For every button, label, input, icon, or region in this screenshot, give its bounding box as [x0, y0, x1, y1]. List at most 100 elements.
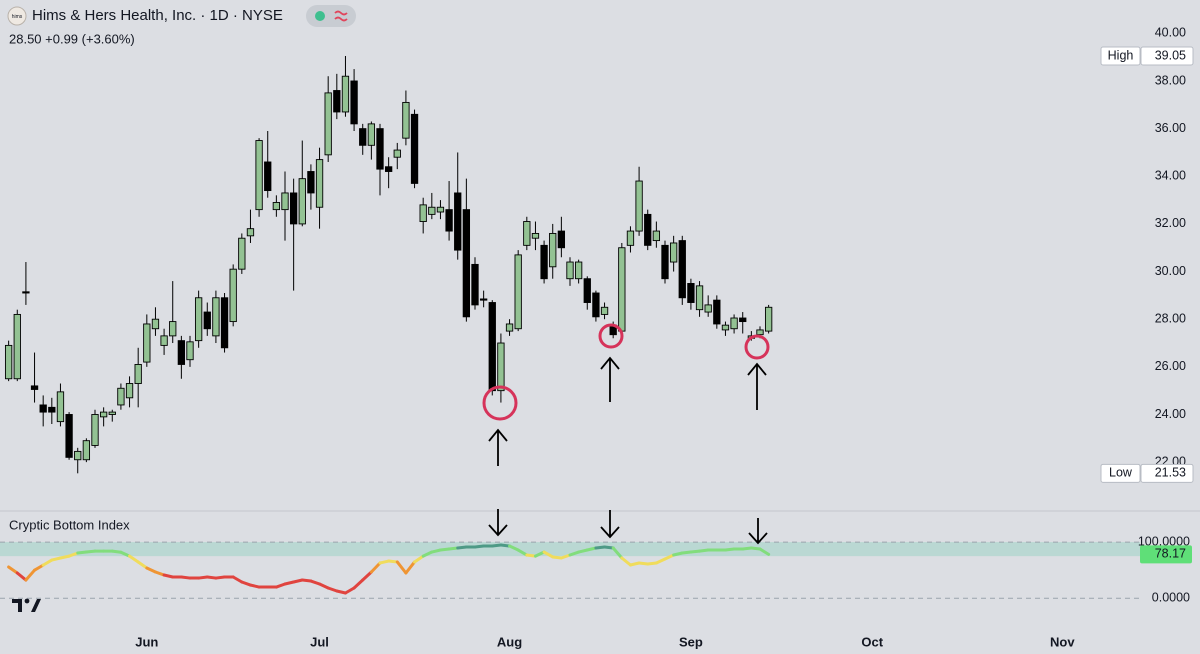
high-tag-value-box	[1140, 46, 1194, 66]
x-tick-label: Jun	[135, 634, 158, 649]
candle-body	[652, 230, 661, 242]
candle-body	[600, 306, 609, 315]
y-tick-label: 24.00	[1155, 407, 1186, 421]
candle-body	[618, 247, 626, 332]
candle-body	[281, 192, 289, 211]
indicator-title: Cryptic Bottom Index	[9, 517, 130, 532]
x-tick-label: Oct	[861, 634, 883, 649]
indicator-line-segment	[404, 560, 417, 575]
candle-body	[341, 75, 350, 113]
high-tag-label: High	[1108, 48, 1134, 62]
indicator-line-segment	[361, 570, 373, 582]
candle-body	[289, 192, 298, 225]
candle-body	[91, 414, 99, 446]
indicator-line-segment	[542, 550, 555, 559]
candle-body	[238, 237, 246, 270]
candle-body	[514, 254, 522, 330]
candle-body	[125, 383, 134, 399]
indicator-line-segment	[231, 575, 244, 584]
candle-body	[566, 261, 574, 280]
candle-body	[134, 364, 142, 384]
candle-body	[160, 335, 168, 346]
candle-body	[764, 306, 773, 332]
low-tag-label-box	[1100, 463, 1141, 483]
candle-body	[419, 204, 427, 222]
annotation-circle	[482, 385, 518, 421]
candle-body	[471, 263, 479, 306]
indicator-line-segment	[309, 579, 322, 586]
candle-body	[428, 206, 436, 215]
indicator-line-segment	[33, 563, 45, 572]
logo-text: hims	[12, 14, 23, 20]
candle-body	[359, 128, 367, 146]
candle-body	[117, 387, 125, 406]
indicator-tick-label: 100.0000	[1138, 534, 1190, 548]
indicator-line-segment	[240, 580, 252, 587]
x-tick-label: Nov	[1050, 634, 1075, 649]
candle-body	[756, 329, 764, 336]
candle-body	[739, 317, 747, 323]
candle-body	[384, 166, 393, 172]
candle-body	[108, 411, 116, 415]
candle-body	[48, 406, 56, 413]
indicator-line-segment	[41, 558, 54, 567]
candle-body	[203, 311, 211, 330]
indicator-line-segment	[611, 546, 624, 560]
low-tag-value-box	[1140, 463, 1194, 483]
indicator-line-segment	[67, 551, 80, 558]
candle-body	[557, 230, 566, 249]
indicator-line-segment	[413, 554, 425, 564]
indicator-line-segment	[421, 550, 434, 558]
candle-body	[264, 161, 272, 192]
candle-body	[324, 92, 332, 156]
indicator-line-segment	[326, 586, 339, 593]
candle-body	[669, 242, 678, 263]
candle-body	[479, 298, 488, 301]
indicator-line-segment	[663, 553, 676, 561]
candle-body	[678, 240, 686, 299]
indicator-line-segment	[15, 571, 28, 582]
up-arrow	[747, 362, 767, 410]
y-tick-label: 30.00	[1155, 264, 1186, 278]
high-tag-value: 39.05	[1155, 48, 1186, 62]
candle-body	[393, 149, 401, 158]
indicator-line-segment	[508, 544, 520, 552]
candle-body	[298, 178, 306, 225]
status-pill[interactable]	[306, 5, 356, 27]
indicator-line-segment	[352, 578, 365, 590]
candle-body	[549, 232, 557, 268]
status-icon	[334, 10, 348, 22]
candle-body	[367, 123, 376, 146]
candle-body	[22, 291, 30, 294]
annotations-arrows	[488, 356, 768, 545]
y-tick-label: 40.00	[1155, 26, 1186, 40]
candle-body	[462, 209, 471, 318]
candle-body	[82, 440, 91, 461]
y-tick-label: 36.00	[1155, 121, 1186, 135]
x-tick-label: Aug	[497, 634, 522, 649]
candle-body	[583, 278, 591, 303]
candle-body	[410, 113, 419, 184]
indicator-line-segment	[568, 550, 581, 557]
candle-body	[56, 391, 65, 423]
candle-body	[255, 140, 263, 211]
candle-body	[99, 411, 108, 418]
candle-body	[4, 344, 13, 380]
indicator-line-segment	[369, 561, 382, 574]
x-tick-label: Sep	[679, 634, 703, 649]
down-arrow	[748, 518, 768, 545]
indicator-line-segment	[758, 547, 771, 556]
candle-body	[721, 324, 730, 331]
candle-body	[169, 321, 177, 337]
candle-body	[151, 318, 160, 330]
indicator-line-segment	[128, 554, 140, 564]
chart-title: Hims & Hers Health, Inc. · 1D · NYSE	[32, 7, 283, 24]
candle-body	[220, 297, 229, 349]
candle-body	[540, 244, 548, 280]
candle-body	[436, 206, 445, 213]
logo	[7, 6, 27, 26]
low-tag-label: Low	[1109, 466, 1133, 480]
down-arrow	[488, 509, 508, 537]
tv-logo	[12, 599, 41, 612]
